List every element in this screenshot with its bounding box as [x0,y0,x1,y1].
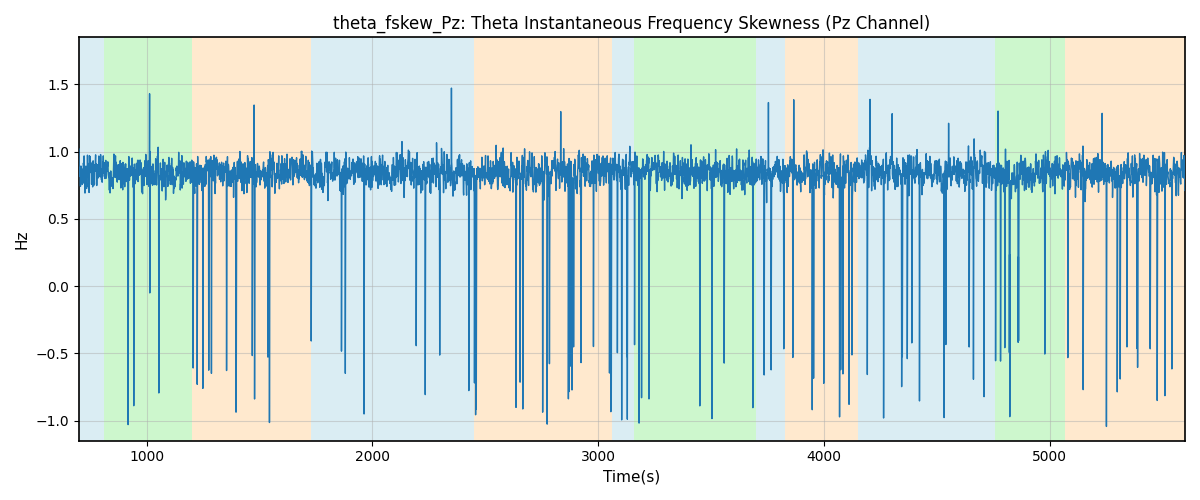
Bar [343,38,474,440]
Bar [858,38,989,440]
Bar [79,38,103,440]
Bar [989,38,995,440]
Bar [474,38,499,440]
Bar [786,38,858,440]
Bar [756,38,786,440]
Bar [103,38,192,440]
Bar [312,38,343,440]
Bar [499,38,612,440]
Bar [995,38,1066,440]
Title: theta_fskew_Pz: Theta Instantaneous Frequency Skewness (Pz Channel): theta_fskew_Pz: Theta Instantaneous Freq… [334,15,930,34]
Bar [612,38,635,440]
X-axis label: Time(s): Time(s) [604,470,660,485]
Bar [192,38,312,440]
Bar [635,38,756,440]
Bar [1066,38,1186,440]
Y-axis label: Hz: Hz [14,230,30,249]
